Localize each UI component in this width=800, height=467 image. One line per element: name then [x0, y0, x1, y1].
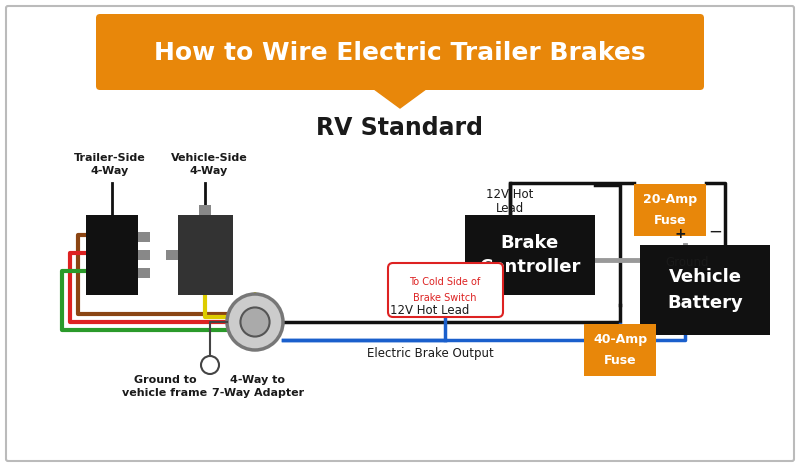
Text: 4-Way to: 4-Way to [230, 375, 286, 385]
Text: 7-Way Adapter: 7-Way Adapter [212, 388, 304, 398]
Text: Vehicle: Vehicle [669, 268, 742, 286]
FancyBboxPatch shape [388, 263, 503, 317]
FancyBboxPatch shape [138, 232, 150, 242]
Circle shape [201, 356, 219, 374]
FancyBboxPatch shape [96, 14, 704, 90]
Circle shape [227, 294, 283, 350]
Circle shape [241, 307, 270, 337]
Text: Electric Brake Output: Electric Brake Output [366, 347, 494, 361]
Text: Lead: Lead [496, 201, 524, 214]
FancyBboxPatch shape [166, 250, 178, 260]
Text: −: − [708, 223, 722, 241]
Text: 12V Hot: 12V Hot [486, 189, 534, 201]
Text: Fuse: Fuse [604, 354, 636, 367]
Text: To Cold Side of: To Cold Side of [410, 277, 481, 287]
FancyBboxPatch shape [465, 215, 595, 295]
FancyBboxPatch shape [178, 215, 233, 295]
Text: 4-Way: 4-Way [190, 166, 228, 176]
FancyBboxPatch shape [584, 324, 656, 376]
FancyBboxPatch shape [138, 268, 150, 278]
Text: Ground: Ground [665, 256, 709, 269]
FancyBboxPatch shape [6, 6, 794, 461]
Text: Battery: Battery [667, 294, 743, 312]
Text: 40-Amp: 40-Amp [593, 333, 647, 347]
Text: Controller: Controller [479, 258, 581, 276]
Text: How to Wire Electric Trailer Brakes: How to Wire Electric Trailer Brakes [154, 41, 646, 65]
Text: 12V Hot Lead: 12V Hot Lead [390, 304, 470, 317]
Text: 4-Way: 4-Way [91, 166, 129, 176]
FancyBboxPatch shape [86, 215, 138, 295]
Polygon shape [370, 86, 430, 108]
Text: vehicle frame: vehicle frame [122, 388, 207, 398]
Text: Brake: Brake [501, 234, 559, 252]
Text: Fuse: Fuse [654, 213, 686, 226]
Text: +: + [674, 227, 686, 241]
FancyBboxPatch shape [634, 184, 706, 236]
FancyBboxPatch shape [199, 205, 211, 215]
Text: Trailer-Side: Trailer-Side [74, 153, 146, 163]
Text: Ground to: Ground to [134, 375, 196, 385]
FancyBboxPatch shape [640, 245, 770, 335]
FancyBboxPatch shape [138, 250, 150, 260]
Text: 20-Amp: 20-Amp [643, 193, 697, 206]
Text: RV Standard: RV Standard [317, 116, 483, 140]
Text: Brake Switch: Brake Switch [414, 293, 477, 303]
Text: Vehicle-Side: Vehicle-Side [170, 153, 247, 163]
